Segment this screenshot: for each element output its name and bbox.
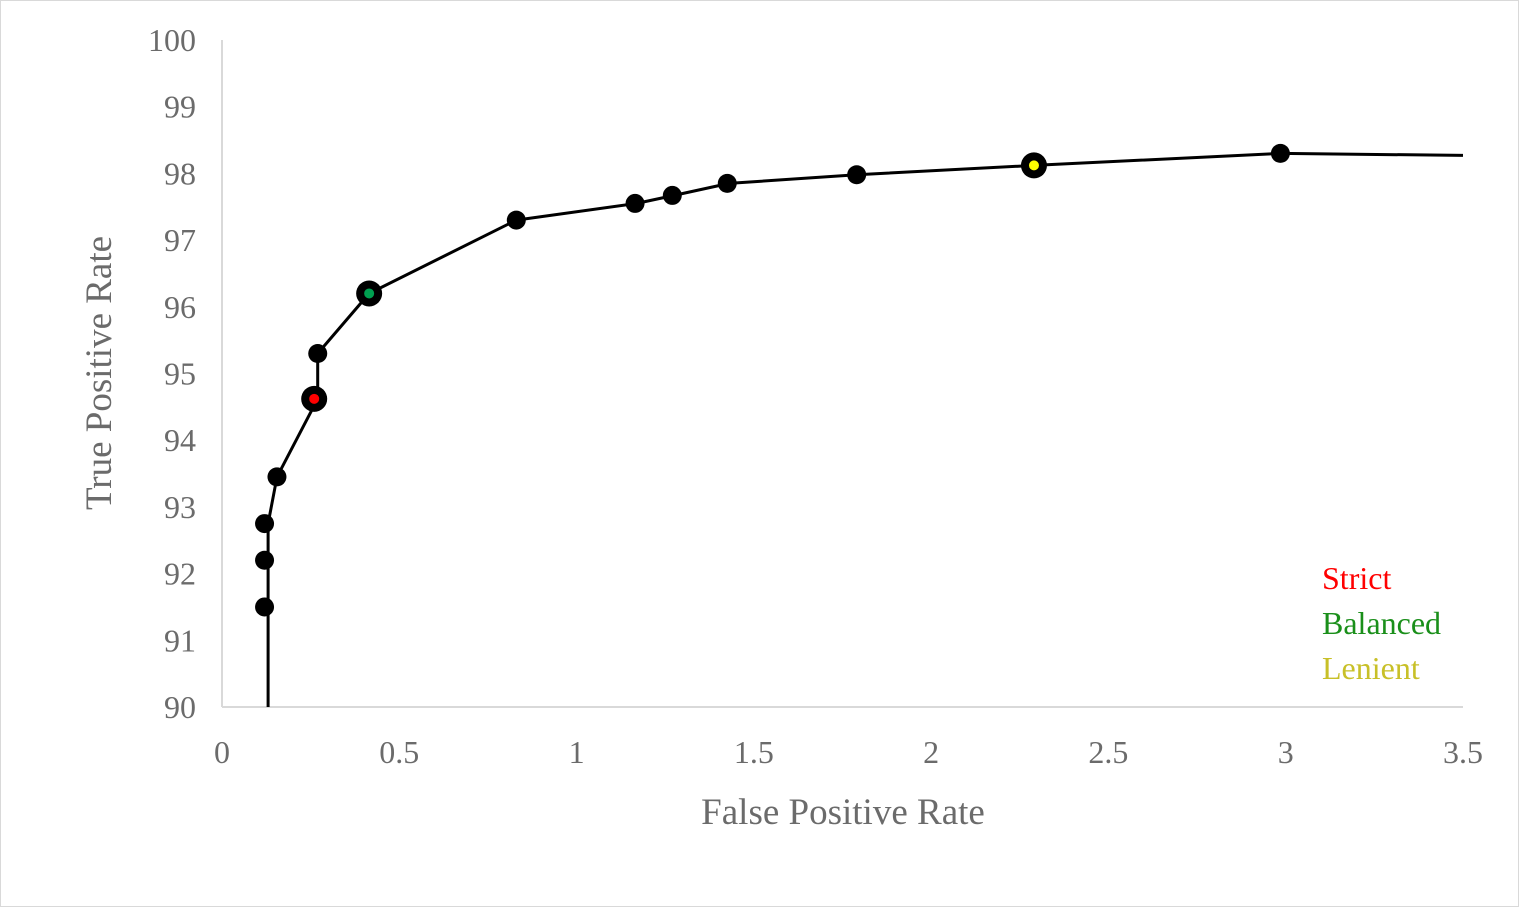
x-tick-label-6: 3 <box>1278 734 1294 770</box>
legend-strict: Strict <box>1322 560 1391 596</box>
roc-curve-line <box>266 151 1464 707</box>
strict-point <box>309 393 320 404</box>
data-points <box>255 143 1290 617</box>
y-tick-label-6: 96 <box>164 289 196 325</box>
data-point-8 <box>717 173 737 193</box>
data-point-9 <box>847 165 867 185</box>
data-point-5 <box>506 210 526 230</box>
y-tick-label-10: 100 <box>148 22 196 58</box>
y-tick-labels: 90 91 92 93 94 95 96 97 98 99 100 <box>148 22 196 725</box>
y-tick-label-1: 91 <box>164 622 196 658</box>
data-point-0 <box>255 597 275 617</box>
legend: Strict Balanced Lenient <box>1322 560 1441 686</box>
data-point-2 <box>255 514 275 534</box>
x-axis-title: False Positive Rate <box>701 792 985 833</box>
y-tick-label-0: 90 <box>164 689 196 725</box>
y-tick-label-4: 94 <box>164 422 196 458</box>
x-tick-label-3: 1.5 <box>734 734 774 770</box>
y-tick-label-2: 92 <box>164 556 196 592</box>
lenient-point <box>1028 160 1039 171</box>
data-point-4 <box>308 343 328 363</box>
axes <box>221 40 1463 708</box>
data-point-3 <box>267 467 287 487</box>
data-point-1 <box>255 550 275 570</box>
x-tick-label-5: 2.5 <box>1088 734 1128 770</box>
roc-curve <box>266 151 1464 707</box>
y-tick-label-3: 93 <box>164 489 196 525</box>
balanced-point <box>364 288 375 299</box>
data-point-10 <box>1270 143 1290 163</box>
x-tick-labels: 0 0.5 1 1.5 2 2.5 3 3.5 <box>214 734 1483 770</box>
y-axis-title: True Positive Rate <box>79 236 120 510</box>
legend-balanced: Balanced <box>1322 605 1441 641</box>
y-tick-label-5: 95 <box>164 356 196 392</box>
y-tick-label-9: 99 <box>164 89 196 125</box>
data-point-7 <box>662 185 682 205</box>
data-point-6 <box>625 193 645 213</box>
x-tick-label-1: 0.5 <box>379 734 419 770</box>
y-tick-label-8: 98 <box>164 155 196 191</box>
legend-lenient: Lenient <box>1322 650 1420 686</box>
x-tick-label-7: 3.5 <box>1443 734 1483 770</box>
x-tick-label-4: 2 <box>923 734 939 770</box>
y-tick-label-7: 97 <box>164 222 196 258</box>
x-tick-label-0: 0 <box>214 734 230 770</box>
x-tick-label-2: 1 <box>569 734 585 770</box>
highlighted-points <box>301 152 1047 412</box>
